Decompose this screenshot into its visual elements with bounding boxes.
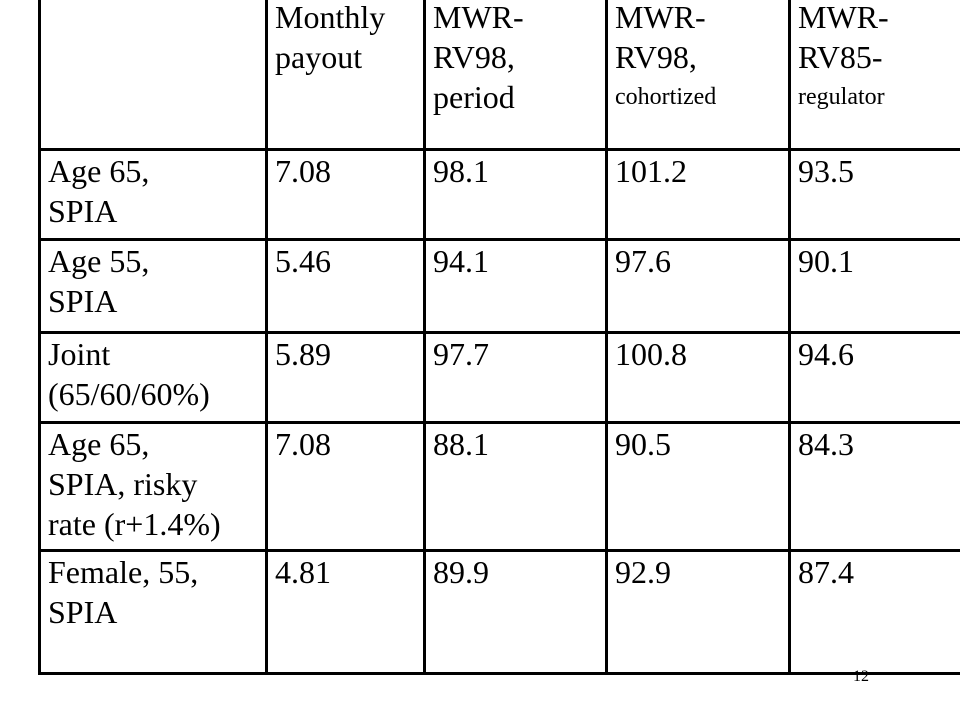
rv85-regulator-cell: 93.5	[788, 148, 960, 241]
row-label-text: Age 65,	[48, 426, 150, 462]
row-label-cell: Joint (65/60/60%)	[38, 331, 268, 424]
row-label-cell: Age 65, SPIA	[38, 148, 268, 241]
row-label-text: SPIA	[48, 193, 118, 229]
header-text: period	[433, 79, 515, 115]
row-label-text: SPIA	[48, 283, 118, 319]
rv98-cohort-cell: 101.2	[605, 148, 791, 241]
table-row: Age 55, SPIA 5.46 94.1 97.6 90.1	[38, 238, 960, 334]
row-label-cell: Age 55, SPIA	[38, 238, 268, 334]
row-label-text: SPIA, risky	[48, 466, 198, 502]
header-text: MWR-	[615, 0, 706, 35]
header-text: MWR-	[798, 0, 889, 35]
header-cell-empty	[38, 0, 268, 151]
rv98-cohort-cell: 100.8	[605, 331, 791, 424]
table-row: Female, 55, SPIA 4.81 89.9 92.9 87.4	[38, 549, 960, 675]
header-text: RV98,	[615, 39, 697, 75]
table-row: Age 65, SPIA, risky rate (r+1.4%) 7.08 8…	[38, 421, 960, 552]
rv98-cohort-cell: 97.6	[605, 238, 791, 334]
header-text: Monthly	[275, 0, 386, 35]
rv85-regulator-cell: 94.6	[788, 331, 960, 424]
rv85-regulator-cell: 84.3	[788, 421, 960, 552]
rv98-period-cell: 94.1	[423, 238, 608, 334]
payout-cell: 5.89	[265, 331, 426, 424]
row-label-cell: Female, 55, SPIA	[38, 549, 268, 675]
header-text: regulator	[798, 84, 885, 110]
header-cell-rv98-cohortized: MWR- RV98, cohortized	[605, 0, 791, 151]
mwr-table: Monthly payout MWR- RV98, period MWR- RV…	[38, 0, 960, 675]
header-text: cohortized	[615, 84, 717, 110]
payout-cell: 5.46	[265, 238, 426, 334]
header-text: MWR-	[433, 0, 524, 35]
rv85-regulator-cell: 90.1	[788, 238, 960, 334]
rv98-period-cell: 89.9	[423, 549, 608, 675]
row-label-text: (65/60/60%)	[48, 376, 210, 412]
rv98-cohort-cell: 92.9	[605, 549, 791, 675]
table-row: Joint (65/60/60%) 5.89 97.7 100.8 94.6	[38, 331, 960, 424]
payout-cell: 4.81	[265, 549, 426, 675]
rv98-period-cell: 88.1	[423, 421, 608, 552]
row-label-text: rate (r+1.4%)	[48, 506, 221, 542]
row-label-text: Joint	[48, 336, 111, 372]
payout-cell: 7.08	[265, 421, 426, 552]
header-cell-rv98-period: MWR- RV98, period	[423, 0, 608, 151]
row-label-text: SPIA	[48, 594, 118, 630]
row-label-text: Age 65,	[48, 153, 150, 189]
row-label-text: Female, 55,	[48, 554, 199, 590]
rv85-regulator-cell: 87.4	[788, 549, 960, 675]
row-label-text: Age 55,	[48, 243, 150, 279]
payout-cell: 7.08	[265, 148, 426, 241]
header-cell-monthly-payout: Monthly payout	[265, 0, 426, 151]
table-row: Age 65, SPIA 7.08 98.1 101.2 93.5	[38, 148, 960, 241]
header-text: RV85-	[798, 39, 883, 75]
header-text: payout	[275, 39, 363, 75]
header-cell-rv85-regulator: MWR- RV85- regulator	[788, 0, 960, 151]
rv98-period-cell: 97.7	[423, 331, 608, 424]
header-text: RV98,	[433, 39, 515, 75]
page-number: 12	[853, 668, 869, 685]
rv98-period-cell: 98.1	[423, 148, 608, 241]
row-label-cell: Age 65, SPIA, risky rate (r+1.4%)	[38, 421, 268, 552]
rv98-cohort-cell: 90.5	[605, 421, 791, 552]
header-row: Monthly payout MWR- RV98, period MWR- RV…	[38, 0, 960, 151]
